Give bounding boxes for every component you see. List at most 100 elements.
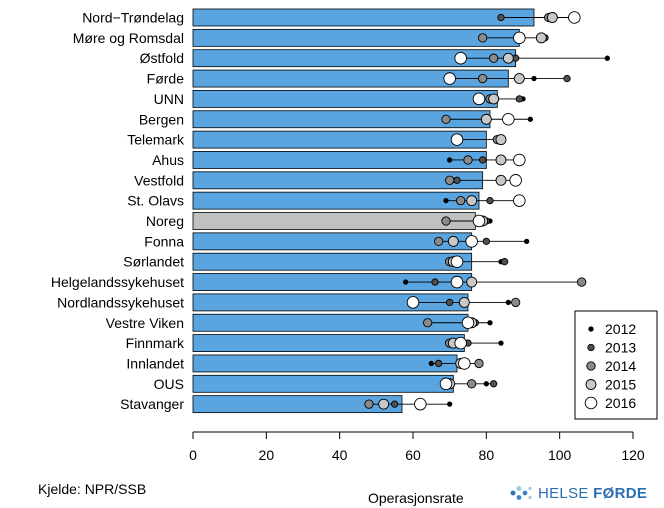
category-label: St. Olavs	[127, 193, 184, 209]
logo-dots-icon	[510, 486, 532, 500]
point-2012	[447, 157, 453, 163]
bar	[192, 252, 473, 271]
point-2014	[463, 155, 473, 165]
legend-marker-2014	[586, 361, 596, 371]
point-2013	[391, 400, 399, 408]
x-tick-label: 20	[259, 447, 275, 463]
point-2012	[403, 279, 409, 285]
legend-marker-2016	[584, 396, 598, 410]
x-tick-label: 40	[332, 447, 348, 463]
point-2016	[450, 255, 464, 268]
point-2012	[531, 75, 537, 82]
bar	[192, 90, 498, 108]
legend-marker-2015	[585, 379, 597, 390]
point-2014	[467, 379, 477, 389]
legend-label: 2013	[605, 340, 636, 356]
category-label: Vestfold	[134, 172, 184, 188]
point-2016	[450, 133, 464, 146]
point-2014	[441, 216, 451, 226]
logo-text: HELSE FØRDE	[538, 485, 647, 502]
bar	[192, 334, 465, 353]
point-2015	[495, 174, 507, 186]
point-2013	[501, 258, 509, 266]
bar	[192, 374, 454, 393]
point-2014	[364, 399, 374, 409]
point-2016	[461, 316, 475, 330]
point-2013	[446, 298, 454, 307]
category-label: Noreg	[146, 213, 184, 229]
point-2013	[486, 196, 494, 205]
x-axis-label: Operasjonsrate	[368, 490, 464, 506]
bar	[192, 191, 480, 210]
point-2015	[466, 195, 478, 207]
point-2012	[447, 401, 453, 407]
point-2016	[513, 153, 526, 167]
point-2015	[535, 32, 547, 44]
point-2016	[450, 275, 464, 289]
point-2013	[453, 176, 461, 184]
point-2012	[527, 116, 533, 122]
point-2014	[474, 358, 484, 369]
logo-word-forde: FØRDE	[593, 484, 648, 502]
category-label: Innlandet	[126, 355, 184, 371]
category-label: Telemark	[127, 132, 185, 148]
point-2014	[478, 33, 488, 43]
point-2016	[458, 357, 471, 370]
point-2016	[465, 235, 478, 248]
category-label: Helgelandssykehuset	[51, 274, 184, 290]
point-2014	[478, 73, 488, 84]
point-2012	[505, 299, 511, 306]
category-label: Nord−Trøndelag	[82, 10, 184, 26]
bar	[192, 212, 476, 230]
category-label: Sørlandet	[123, 254, 184, 270]
legend-label: 2016	[605, 395, 636, 411]
point-2015	[513, 73, 525, 85]
category-label: Ahus	[152, 152, 184, 168]
point-2013	[431, 278, 439, 286]
x-tick-label: 0	[189, 447, 197, 463]
category-label: Bergen	[139, 111, 184, 127]
point-2016	[472, 214, 486, 228]
point-2015	[488, 93, 500, 105]
point-2014	[423, 318, 433, 328]
category-label: Vestre Viken	[106, 315, 184, 331]
point-2013	[563, 74, 571, 83]
point-2012	[443, 197, 449, 204]
point-2012	[604, 55, 610, 61]
point-2016	[509, 174, 522, 187]
x-tick-label: 100	[548, 447, 572, 463]
point-2012	[428, 360, 434, 367]
point-2014	[441, 114, 451, 124]
point-2015	[447, 235, 459, 247]
point-2015	[502, 52, 514, 64]
legend-label: 2012	[605, 321, 636, 337]
point-2016	[443, 72, 456, 85]
x-tick-label: 80	[479, 447, 495, 463]
point-2012	[498, 340, 504, 346]
point-2013	[490, 380, 498, 388]
point-2016	[472, 92, 486, 106]
point-2013	[497, 13, 505, 22]
point-2014	[434, 236, 444, 247]
category-label: Fonna	[144, 233, 184, 249]
point-2015	[458, 296, 470, 308]
bar	[192, 171, 484, 190]
point-2015	[495, 154, 507, 166]
point-2015	[466, 276, 478, 288]
legend-marker-2013	[587, 343, 595, 352]
bar	[192, 151, 487, 169]
point-2013	[435, 359, 443, 368]
point-2013	[479, 156, 487, 164]
category-label: OUS	[154, 376, 184, 392]
point-2014	[511, 297, 521, 308]
category-label: Nordlandssykehuset	[57, 294, 184, 310]
helse-forde-logo: HELSE FØRDE	[510, 482, 647, 504]
logo-word-helse: HELSE	[538, 484, 589, 502]
legend-label: 2015	[605, 377, 636, 393]
point-2014	[577, 277, 587, 287]
point-2015	[480, 113, 492, 125]
point-2014	[456, 195, 466, 206]
category-label: UNN	[154, 91, 184, 107]
point-2013	[482, 237, 490, 246]
